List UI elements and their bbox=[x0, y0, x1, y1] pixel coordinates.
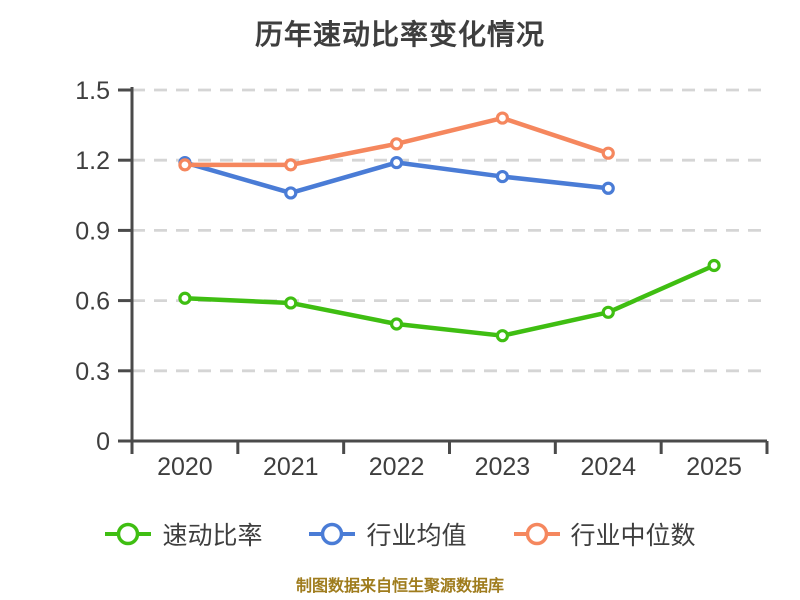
data-point-行业中位数-2024 bbox=[601, 146, 615, 160]
plot-area: 0 0.3 0.6 0.9 1.2 1.5 2020 2021 2022 2023 2024 2025 bbox=[75, 77, 769, 481]
data-point-行业中位数-2022 bbox=[389, 137, 404, 151]
data-point-行业均值-2024 bbox=[601, 181, 615, 195]
x-tick-label-2021: 2021 bbox=[263, 453, 319, 481]
series-line-速动比率 bbox=[182, 263, 717, 338]
data-point-速动比率-2021 bbox=[284, 296, 298, 310]
legend-item-速动比率[interactable]: 速动比率 bbox=[104, 516, 262, 552]
y-tick-label: 0.3 bbox=[75, 358, 110, 386]
legend-marker-icon bbox=[105, 522, 152, 546]
legend-marker-icon bbox=[309, 522, 356, 546]
data-point-速动比率-2025 bbox=[707, 258, 721, 273]
x-tick-label-2022: 2022 bbox=[369, 453, 425, 481]
x-tick-label-2025: 2025 bbox=[686, 453, 742, 481]
data-point-速动比率-2022 bbox=[389, 317, 404, 331]
data-point-行业中位数-2021 bbox=[284, 158, 298, 172]
y-tick-label: 1.5 bbox=[75, 77, 110, 105]
data-source-note: 制图数据来自恒生聚源数据库 bbox=[295, 578, 504, 595]
data-point-行业均值-2021 bbox=[284, 186, 298, 200]
data-point-行业均值-2022 bbox=[389, 155, 404, 170]
data-point-速动比率-2020 bbox=[178, 291, 192, 305]
chart-title: 历年速动比率变化情况 bbox=[254, 19, 545, 50]
data-point-行业中位数-2020 bbox=[178, 158, 192, 172]
data-point-速动比率-2024 bbox=[601, 305, 615, 319]
data-point-速动比率-2023 bbox=[495, 329, 510, 343]
x-tick-label-2024: 2024 bbox=[580, 453, 636, 481]
x-tick-label-2023: 2023 bbox=[475, 453, 531, 481]
legend-marker-icon bbox=[513, 522, 560, 546]
legend-label: 行业均值 bbox=[366, 522, 467, 550]
legend: 速动比率 行业均值 行业中位数 bbox=[0, 516, 800, 552]
data-point-行业中位数-2023 bbox=[495, 111, 510, 125]
y-tick-label: 1.2 bbox=[75, 147, 110, 175]
legend-label: 速动比率 bbox=[162, 522, 263, 550]
legend-item-行业中位数[interactable]: 行业中位数 bbox=[513, 516, 696, 552]
y-tick-label: 0 bbox=[96, 428, 110, 456]
y-tick-label: 0.6 bbox=[75, 288, 110, 316]
x-tick-label-2020: 2020 bbox=[157, 453, 213, 481]
legend-item-行业均值[interactable]: 行业均值 bbox=[308, 516, 467, 552]
y-tick-label: 0.9 bbox=[75, 217, 110, 245]
data-point-行业均值-2023 bbox=[495, 169, 510, 184]
legend-label: 行业中位数 bbox=[570, 522, 696, 550]
